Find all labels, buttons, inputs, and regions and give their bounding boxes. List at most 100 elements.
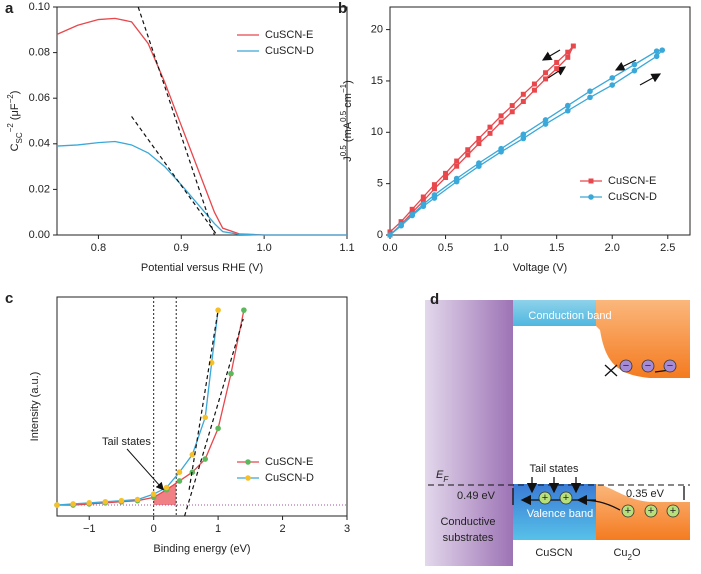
label-part: −2: [6, 94, 15, 104]
label-part: SC: [15, 132, 24, 143]
marker: [150, 491, 157, 497]
legend-label: CuSCN-E: [265, 456, 313, 468]
label-part: 0.5: [339, 110, 348, 122]
marker: [54, 502, 60, 508]
x-tick-label: 0.5: [438, 242, 453, 254]
x-tick-label: 1.1: [339, 242, 354, 254]
panel-label: b: [338, 0, 347, 17]
charge-signs: − − − + + + + +: [542, 360, 676, 517]
svg-text:+: +: [670, 505, 676, 517]
marker: [443, 174, 449, 180]
marker: [498, 145, 504, 152]
marker: [476, 135, 482, 141]
marker: [176, 469, 183, 476]
marker: [653, 48, 660, 54]
x-axis-label: Binding energy (eV): [153, 543, 250, 555]
label-part: ): [342, 80, 354, 84]
marker: [202, 456, 209, 462]
label-part: Binding energy (eV): [153, 543, 250, 555]
marker: [241, 307, 247, 313]
band-label: Conduction band: [528, 310, 611, 322]
marker: [653, 53, 660, 60]
marker: [118, 497, 125, 504]
plot-frame: [56, 6, 348, 236]
label-part: ): [9, 91, 21, 95]
scan-arrows: [541, 49, 662, 86]
legend-marker: [245, 475, 251, 481]
marker: [570, 43, 576, 49]
legend-marker: [588, 194, 594, 200]
substrate-label: substrates: [443, 532, 494, 544]
x-tick-label: 1.0: [493, 242, 508, 254]
marker: [420, 198, 426, 204]
label-part: E: [436, 469, 444, 481]
x-tick-label: 2.5: [660, 242, 675, 254]
annotation: Tail states: [102, 436, 151, 448]
svg-text:+: +: [625, 505, 631, 517]
marker: [542, 121, 549, 127]
substrate-label: Conductive: [440, 516, 495, 528]
marker: [208, 359, 215, 366]
x-tick-label: 0: [151, 523, 157, 535]
y-tick-label: 15: [371, 75, 383, 87]
y-tick-label: 0.10: [29, 1, 50, 13]
marker: [509, 109, 515, 115]
marker: [420, 194, 426, 200]
substrate: [425, 300, 513, 566]
legend-label: CuSCN-E: [608, 175, 656, 187]
y-tick-label: 0.06: [29, 92, 50, 104]
marker: [228, 370, 234, 377]
label-part: −2: [6, 123, 15, 133]
tail-states-label: Tail states: [530, 463, 579, 475]
y-axis-label: Intensity (a.u.): [29, 372, 41, 442]
y-tick-label: 5: [377, 178, 383, 190]
marker: [431, 192, 438, 198]
label-part: (mA: [342, 121, 354, 145]
svg-text:+: +: [563, 492, 569, 504]
marker: [163, 484, 170, 491]
marker: [134, 496, 141, 503]
marker: [176, 478, 183, 484]
legend-label: CuSCN-E: [265, 29, 313, 41]
marker: [387, 232, 393, 238]
marker: [431, 186, 437, 192]
svg-text:+: +: [648, 505, 654, 517]
marker: [420, 201, 427, 207]
legend-marker: [588, 178, 594, 184]
marker: [509, 103, 515, 109]
label-part: J: [342, 156, 354, 162]
marker: [609, 75, 616, 81]
marker: [454, 163, 460, 169]
label-part: cm: [342, 93, 354, 111]
marker: [587, 94, 593, 101]
label-part: O: [632, 547, 641, 559]
marker: [565, 49, 571, 55]
y-tick-label: 0.02: [29, 183, 50, 195]
marker: [543, 70, 549, 76]
svg-text:+: +: [542, 492, 548, 504]
gap-label: 0.35 eV: [626, 488, 665, 500]
gap-label: 0.49 eV: [457, 490, 496, 502]
x-tick-label: 2.0: [605, 242, 620, 254]
x-tick-label: −1: [83, 523, 96, 535]
marker: [609, 82, 616, 88]
marker: [531, 87, 537, 93]
panel-label: d: [430, 291, 439, 308]
marker: [531, 81, 537, 87]
charges: [538, 359, 680, 518]
legend-label: CuSCN-D: [608, 191, 657, 203]
marker: [398, 219, 404, 225]
x-tick-label: 0.0: [382, 242, 397, 254]
cuscn-conduction-band: [513, 300, 596, 326]
label-part: −1: [339, 83, 348, 93]
marker: [431, 182, 437, 188]
label-part: Voltage (V): [513, 262, 567, 274]
annotation-arrow: [126, 448, 164, 491]
label-part: Intensity (a.u.): [29, 372, 41, 442]
marker: [189, 451, 196, 458]
marker: [564, 102, 571, 109]
label-part: C: [9, 143, 21, 151]
series-line: [389, 49, 664, 236]
marker: [520, 135, 527, 142]
label-part: 2: [628, 553, 633, 562]
